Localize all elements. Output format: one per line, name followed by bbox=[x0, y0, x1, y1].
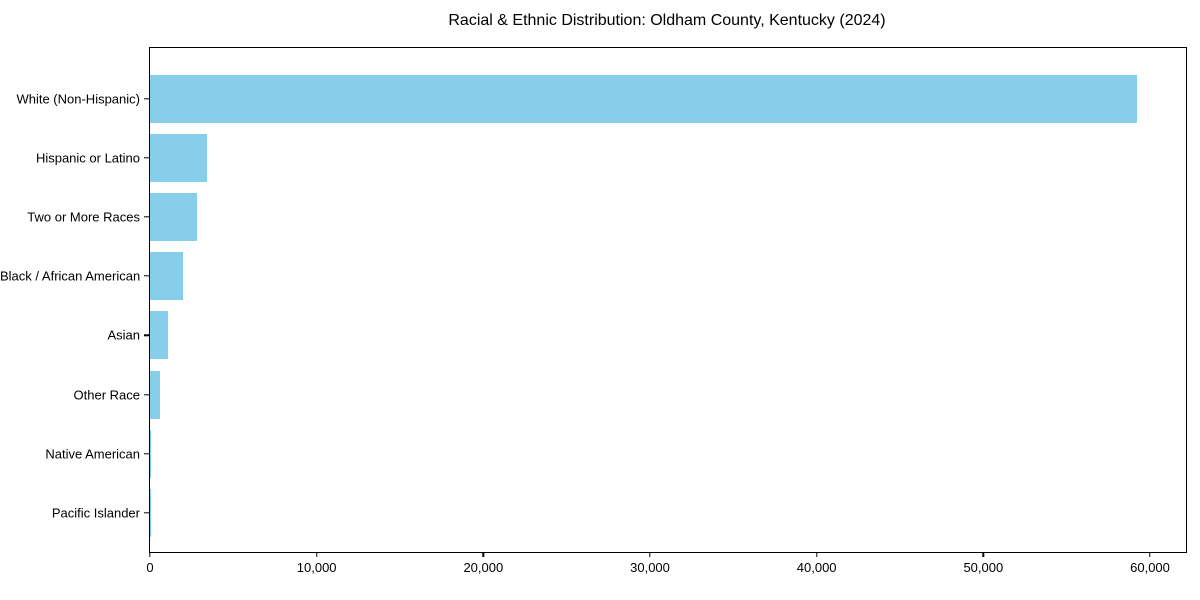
y-tick-label-pacific-islander: Pacific Islander bbox=[51, 505, 140, 521]
x-tick-label: 20,000 bbox=[463, 560, 504, 575]
y-tick-mark bbox=[143, 393, 149, 396]
y-tick-label-asian: Asian bbox=[107, 327, 140, 343]
x-tick-mark bbox=[815, 552, 818, 557]
chart-title: Racial & Ethnic Distribution: Oldham Cou… bbox=[448, 12, 886, 29]
bar-white-non-hispanic bbox=[150, 74, 1137, 123]
x-tick-mark bbox=[149, 552, 151, 557]
y-tick-mark bbox=[143, 156, 149, 159]
y-tick-label-hispanic-or-latino: Hispanic or Latino bbox=[35, 150, 140, 166]
x-tick-label: 30,000 bbox=[630, 560, 670, 575]
x-tick-label: 0 bbox=[146, 560, 154, 575]
y-tick-mark bbox=[143, 512, 149, 514]
bar-black-african-american bbox=[150, 252, 184, 301]
x-tick-mark bbox=[982, 552, 985, 557]
x-tick-mark bbox=[1149, 552, 1151, 557]
y-tick-label-black-african-american: Black / African American bbox=[0, 268, 141, 284]
x-tick-mark bbox=[482, 552, 485, 557]
x-tick-label: 40,000 bbox=[796, 560, 837, 575]
bar-two-or-more-races bbox=[150, 192, 197, 241]
x-tick-label: 50,000 bbox=[963, 560, 1004, 575]
x-tick-label: 10,000 bbox=[296, 560, 337, 575]
y-tick-mark bbox=[143, 275, 149, 277]
y-tick-mark bbox=[143, 97, 149, 100]
bar-asian bbox=[150, 311, 168, 360]
bar-hispanic-or-latino bbox=[150, 133, 207, 182]
y-tick-mark bbox=[143, 452, 149, 455]
x-tick-mark bbox=[649, 552, 651, 557]
x-tick-mark bbox=[315, 552, 318, 557]
bar-other-race bbox=[150, 370, 160, 419]
y-tick-label-native-american: Native American bbox=[45, 446, 140, 462]
y-tick-label-white-non-hispanic: White (Non-Hispanic) bbox=[16, 91, 140, 106]
bar-native-american bbox=[150, 429, 152, 478]
y-tick-mark bbox=[143, 334, 149, 336]
y-tick-label-other-race: Other Race bbox=[73, 387, 140, 402]
x-tick-label: 60,000 bbox=[1130, 560, 1170, 575]
y-tick-mark bbox=[143, 216, 149, 218]
plot-area: White (Non-Hispanic) Hispanic or Latino Tw… bbox=[0, 47, 1187, 575]
y-tick-label-two-or-more-races: Two or More Races bbox=[27, 209, 140, 225]
